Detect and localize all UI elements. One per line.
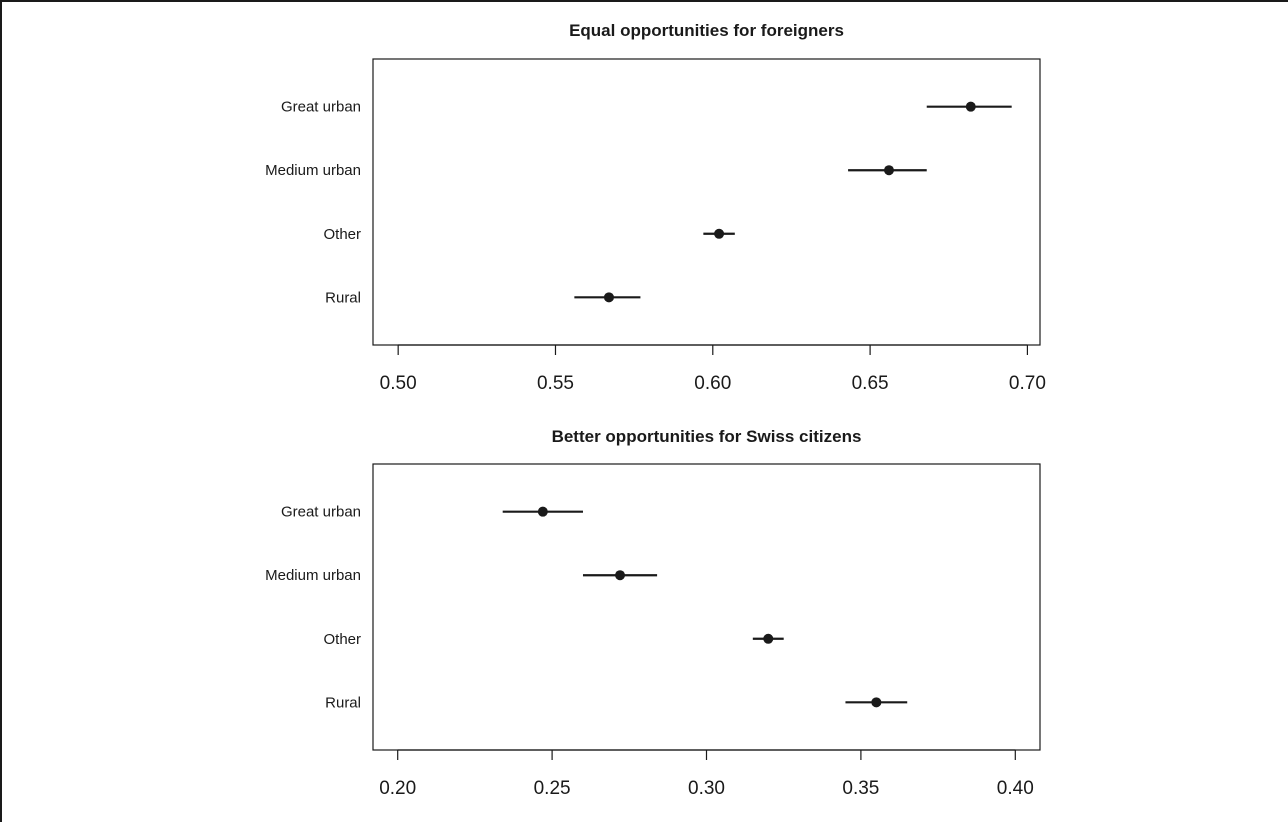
panel-1-point (965, 101, 976, 112)
panel-2-category-label: Medium urban (265, 567, 361, 584)
panel-2-x-tick-label: 0.35 (842, 778, 879, 799)
panel-1-title: Equal opportunities for foreigners (569, 21, 844, 40)
panel-2-x-tick-label: 0.25 (534, 778, 571, 799)
panel-1-x-tick-label: 0.65 (852, 373, 889, 394)
panel-1-plot-box (372, 58, 1041, 346)
panel-2-x-tick-label: 0.40 (997, 778, 1034, 799)
panel-1-x-tick-label: 0.50 (380, 373, 417, 394)
panel-2-point (615, 570, 626, 581)
panel-1-x-tick-label: 0.60 (694, 373, 731, 394)
panel-2-x-tick-label: 0.30 (688, 778, 725, 799)
panel-2-point (763, 633, 774, 644)
panel-2-group: Better opportunities for Swiss citizens 0… (265, 427, 1041, 799)
panel-2-category-label: Great urban (281, 504, 361, 521)
panel-1-point (883, 165, 894, 176)
panel-2-point (871, 697, 882, 708)
panel-2-category-label: Rural (325, 694, 361, 711)
panel-1-group: Equal opportunities for foreigners 0.50 0.… (265, 21, 1046, 394)
panel-1-category-label: Medium urban (265, 162, 361, 179)
panel-1-category-label: Great urban (281, 99, 361, 116)
panel-1-category-label: Rural (325, 289, 361, 306)
panel-1-category-label: Other (323, 226, 361, 243)
panel-2-plot-box (372, 463, 1041, 751)
panel-1-x-tick-label: 0.55 (537, 373, 574, 394)
panel-1-point (603, 292, 614, 303)
panel-1-x-tick-label: 0.70 (1009, 373, 1046, 394)
panel-2-title: Better opportunities for Swiss citizens (552, 427, 862, 446)
panel-1-point (714, 228, 725, 239)
panel-2-point (537, 506, 548, 517)
panel-2-category-label: Other (323, 631, 361, 648)
panel-2-x-tick-label: 0.20 (379, 778, 416, 799)
